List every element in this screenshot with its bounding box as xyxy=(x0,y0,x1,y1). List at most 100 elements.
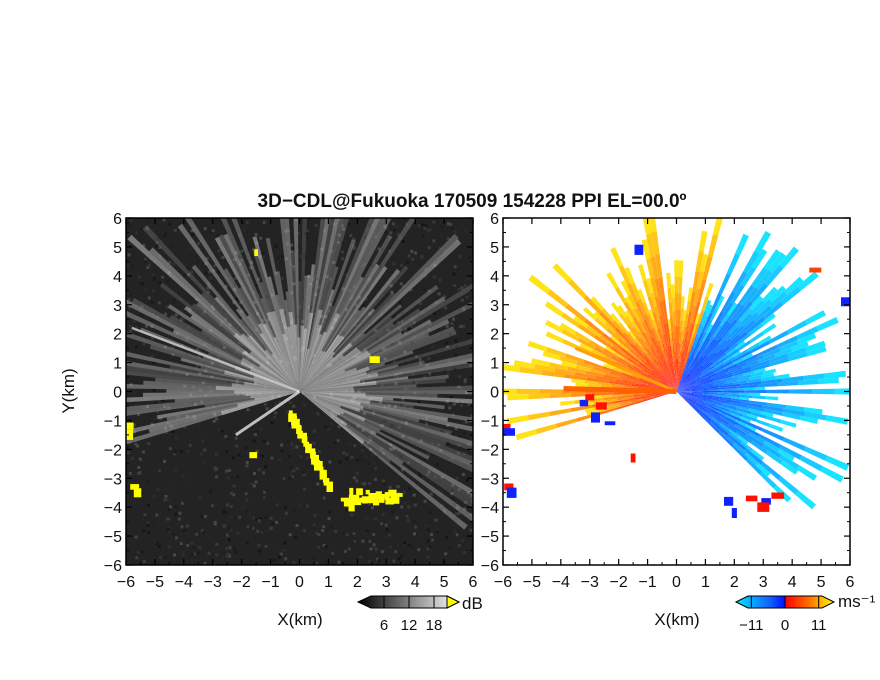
noise-speck xyxy=(463,501,467,505)
noise-speck xyxy=(414,525,418,529)
noise-speck xyxy=(337,560,341,564)
velocity-beam xyxy=(682,367,689,380)
noise-speck xyxy=(188,247,191,251)
noise-speck xyxy=(292,507,296,511)
noise-speck xyxy=(257,519,261,523)
noise-speck xyxy=(362,412,366,415)
intensity-beam xyxy=(299,338,473,392)
intensity-beam xyxy=(260,297,300,392)
noise-speck xyxy=(253,300,257,304)
noise-speck xyxy=(340,403,344,407)
noise-speck xyxy=(185,337,189,341)
noise-speck xyxy=(147,296,151,300)
noise-speck xyxy=(450,432,454,436)
noise-speck xyxy=(317,243,321,247)
intensity-beam xyxy=(299,391,381,432)
velocity-beam xyxy=(659,371,669,382)
noise-speck xyxy=(380,314,384,318)
noise-speck xyxy=(295,452,299,456)
velocity-beam xyxy=(676,377,693,392)
noise-speck xyxy=(419,361,423,365)
velocity-beam xyxy=(676,391,687,397)
noise-speck xyxy=(424,523,428,527)
velocity-beam xyxy=(692,379,710,386)
noise-speck xyxy=(387,430,391,434)
noise-speck xyxy=(341,257,344,261)
intensity-beam xyxy=(299,391,473,462)
noise-speck xyxy=(417,224,421,228)
noise-speck xyxy=(372,411,376,415)
noise-speck xyxy=(363,312,367,315)
noise-speck xyxy=(396,373,400,377)
velocity-beam xyxy=(632,316,644,333)
noise-speck xyxy=(147,542,151,546)
velocity-beam xyxy=(574,371,596,379)
velocity-beam xyxy=(797,271,819,291)
noise-speck xyxy=(235,444,239,448)
velocity-beam xyxy=(676,391,692,401)
velocity-beam xyxy=(676,382,697,392)
velocity-beam xyxy=(641,239,651,260)
noise-speck xyxy=(381,513,385,517)
noise-speck xyxy=(183,425,187,429)
noise-speck xyxy=(361,539,365,543)
velocity-beam xyxy=(677,371,679,382)
noise-speck xyxy=(283,325,287,329)
velocity-beam xyxy=(680,340,683,351)
velocity-beam xyxy=(668,373,677,392)
velocity-beam xyxy=(588,383,601,388)
noise-speck xyxy=(282,311,286,315)
noise-speck xyxy=(186,325,190,329)
noise-speck xyxy=(233,282,237,286)
velocity-beam xyxy=(713,374,733,382)
noise-speck xyxy=(256,303,260,307)
noise-speck xyxy=(296,231,300,235)
noise-speck xyxy=(163,336,167,340)
noise-speck xyxy=(312,429,316,433)
noise-speck xyxy=(148,469,152,473)
velocity-beam xyxy=(669,345,674,369)
noise-speck xyxy=(393,228,396,232)
noise-speck xyxy=(379,401,382,405)
intensity-beam xyxy=(299,218,381,392)
noise-speck xyxy=(228,323,232,327)
velocity-x-tick-label: −1 xyxy=(638,574,656,591)
velocity-beam xyxy=(612,320,625,334)
velocity-beam xyxy=(713,320,729,340)
noise-speck xyxy=(180,525,184,529)
noise-speck xyxy=(227,526,231,530)
velocity-beam xyxy=(796,326,819,340)
intensity-beam xyxy=(299,264,316,392)
velocity-beam xyxy=(693,323,700,338)
noise-speck xyxy=(142,406,146,410)
velocity-beam xyxy=(684,378,694,386)
noise-speck xyxy=(168,545,171,549)
velocity-beam xyxy=(665,379,677,392)
noise-speck xyxy=(356,314,360,318)
velocity-beam xyxy=(673,364,675,374)
noise-speck xyxy=(215,475,218,479)
velocity-beam xyxy=(635,301,646,321)
velocity-beam xyxy=(722,409,733,415)
velocity-beam xyxy=(676,379,688,392)
velocity-beam xyxy=(708,416,721,427)
velocity-beam xyxy=(709,379,721,384)
noise-speck xyxy=(225,322,229,326)
noise-speck xyxy=(313,395,316,399)
velocity-beam xyxy=(760,411,774,418)
noise-speck xyxy=(352,476,356,480)
noise-speck xyxy=(423,499,427,503)
noise-speck xyxy=(127,396,131,400)
noise-speck xyxy=(219,323,223,327)
noise-speck xyxy=(299,254,303,258)
velocity-beam xyxy=(723,355,733,363)
noise-speck xyxy=(229,515,233,519)
velocity-beam xyxy=(640,383,659,388)
noise-speck xyxy=(410,324,414,328)
noise-speck xyxy=(431,538,434,542)
noise-speck xyxy=(445,400,449,404)
noise-speck xyxy=(374,547,378,551)
intensity-beam xyxy=(299,308,421,392)
velocity-beam xyxy=(732,271,748,294)
